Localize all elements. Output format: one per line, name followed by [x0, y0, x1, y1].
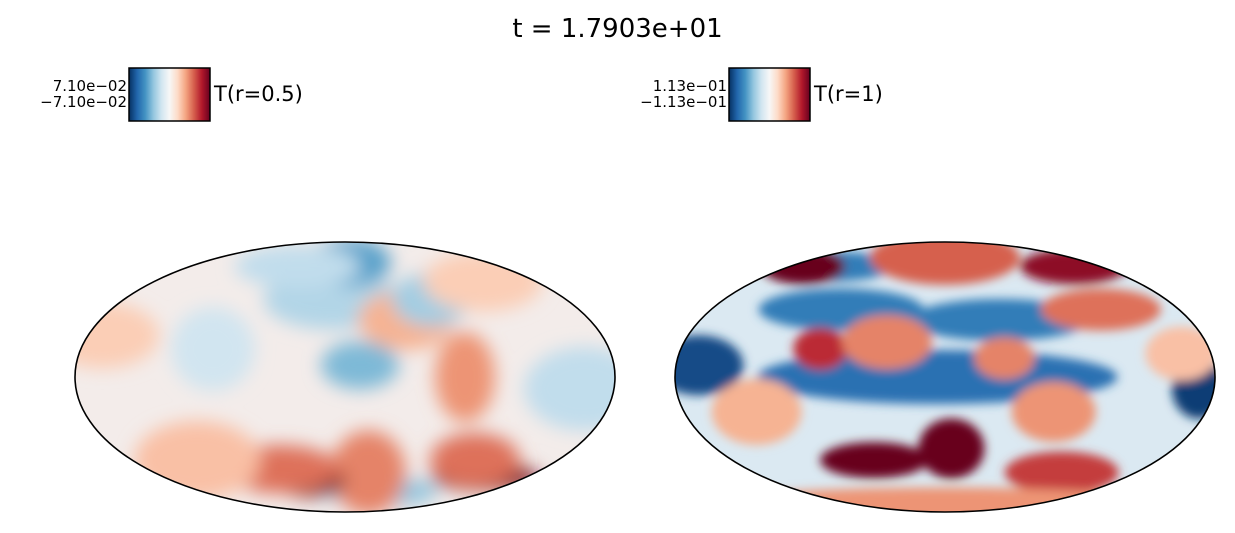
- map-2-feature-15: [842, 315, 932, 370]
- map-2-feature-12: [1040, 288, 1161, 331]
- map-2-feature-18: [705, 487, 1185, 512]
- map-2-feature-14: [1011, 381, 1096, 442]
- map-panel-2: [674, 241, 1216, 513]
- colorbar-1-min-label: −7.10e−02: [40, 93, 127, 111]
- map-2-feature-6: [918, 418, 985, 479]
- colorbar-2-min-label: −1.13e−01: [640, 93, 727, 111]
- map-2-feature-7: [820, 442, 929, 479]
- colorbar-1-max-label: 7.10e−02: [52, 77, 127, 95]
- map-1-feature-17: [435, 332, 495, 422]
- map-2-feature-17: [711, 378, 802, 445]
- map-1-feature-16: [234, 245, 361, 288]
- colorbar-1-label: T(r=0.5): [214, 82, 303, 106]
- map-2-field: [675, 242, 1215, 512]
- colorbar-2-max-label: 1.13e−01: [652, 77, 727, 95]
- map-1-feature-6: [134, 421, 261, 500]
- map-1-feature-1: [430, 433, 520, 488]
- figure-title: t = 1.7903e+01: [512, 14, 723, 44]
- map-1-outline: [74, 241, 616, 513]
- map-2-feature-11: [1020, 248, 1129, 285]
- map-1-feature-7: [75, 302, 160, 369]
- colorbar-2: [728, 67, 811, 122]
- map-2-feature-9: [870, 242, 1020, 285]
- map-2-feature-16: [974, 337, 1035, 380]
- map-panel-1: [74, 241, 616, 513]
- map-1-feature-10: [320, 341, 399, 390]
- map-2-feature-13: [1004, 451, 1119, 494]
- map-2-outline: [674, 241, 1216, 513]
- map-1-feature-14: [524, 346, 615, 431]
- map-2-feature-19: [1145, 326, 1215, 381]
- colorbar-1-ticks: 7.10e−02 −7.10e−02: [40, 78, 127, 110]
- map-2-feature-8: [793, 327, 848, 370]
- colorbar-2-ticks: 1.13e−01 −1.13e−01: [640, 78, 727, 110]
- map-1-feature-15: [171, 306, 255, 391]
- map-1-feature-3: [330, 430, 406, 512]
- colorbar-1: [128, 67, 211, 122]
- colorbar-2-label: T(r=1): [814, 82, 883, 106]
- map-1-field: [75, 242, 615, 512]
